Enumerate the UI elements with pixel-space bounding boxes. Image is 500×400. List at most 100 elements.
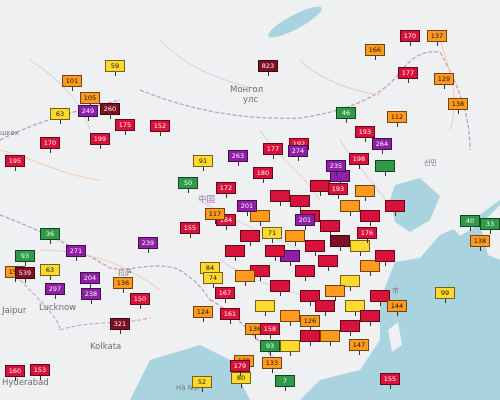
station-marker[interactable]: 36 bbox=[40, 228, 60, 244]
station-marker[interactable]: 264 bbox=[372, 138, 392, 154]
station-marker[interactable]: 46 bbox=[336, 107, 356, 123]
cluster-station-marker[interactable] bbox=[255, 300, 275, 316]
cluster-station-marker[interactable] bbox=[318, 255, 338, 271]
station-marker[interactable]: 195 bbox=[5, 155, 25, 171]
cluster-station-marker[interactable] bbox=[360, 310, 380, 326]
cluster-station-marker[interactable] bbox=[235, 270, 255, 286]
station-marker[interactable]: 7 bbox=[275, 375, 295, 391]
station-marker[interactable]: 179 bbox=[230, 360, 250, 376]
station-marker[interactable]: 238 bbox=[81, 288, 101, 304]
cluster-station-marker[interactable] bbox=[295, 265, 315, 281]
cluster-station-marker[interactable] bbox=[320, 330, 340, 346]
station-marker[interactable]: 144 bbox=[387, 300, 407, 316]
station-marker[interactable]: 167 bbox=[215, 287, 235, 303]
station-marker[interactable]: 129 bbox=[434, 73, 454, 89]
station-marker[interactable]: 177 bbox=[398, 67, 418, 83]
cluster-station-marker[interactable] bbox=[280, 340, 300, 356]
station-marker[interactable]: 153 bbox=[30, 364, 50, 380]
station-marker[interactable]: 63 bbox=[40, 264, 60, 280]
station-marker[interactable]: 155 bbox=[180, 222, 200, 238]
station-marker[interactable]: 138 bbox=[470, 235, 490, 251]
station-marker[interactable]: 112 bbox=[387, 111, 407, 127]
station-marker[interactable]: 147 bbox=[349, 339, 369, 355]
cluster-station-marker[interactable] bbox=[325, 285, 345, 301]
cluster-station-marker[interactable] bbox=[300, 290, 320, 306]
station-marker[interactable]: 170 bbox=[40, 137, 60, 153]
cluster-station-marker[interactable] bbox=[375, 250, 395, 266]
station-marker[interactable]: 40 bbox=[460, 215, 480, 231]
station-marker[interactable]: 63 bbox=[50, 108, 70, 124]
station-marker[interactable]: 823 bbox=[258, 60, 278, 76]
station-marker[interactable]: 99 bbox=[435, 287, 455, 303]
station-marker[interactable]: 161 bbox=[220, 308, 240, 324]
station-marker[interactable]: 158 bbox=[260, 323, 280, 339]
station-marker[interactable]: 136 bbox=[113, 277, 133, 293]
station-marker[interactable]: 199 bbox=[90, 133, 110, 149]
station-marker[interactable]: 150 bbox=[130, 293, 150, 309]
station-marker[interactable]: 193 bbox=[328, 183, 348, 199]
cluster-station-marker[interactable] bbox=[360, 210, 380, 226]
cluster-station-marker[interactable] bbox=[305, 240, 325, 256]
station-marker[interactable]: 126 bbox=[300, 315, 320, 331]
cluster-station-marker[interactable] bbox=[300, 330, 320, 346]
station-marker[interactable]: 201 bbox=[295, 214, 315, 230]
cluster-station-marker[interactable] bbox=[320, 220, 340, 236]
cluster-station-marker[interactable] bbox=[280, 310, 300, 326]
cluster-station-marker[interactable] bbox=[240, 230, 260, 246]
station-marker[interactable]: 193 bbox=[355, 126, 375, 142]
cluster-station-marker[interactable] bbox=[340, 275, 360, 291]
station-marker[interactable]: 105 bbox=[80, 92, 100, 108]
station-marker[interactable]: 124 bbox=[193, 306, 213, 322]
station-marker[interactable]: 93 bbox=[15, 250, 35, 266]
station-marker[interactable]: 50 bbox=[178, 177, 198, 193]
cluster-station-marker[interactable] bbox=[355, 185, 375, 201]
station-marker[interactable]: 93 bbox=[260, 340, 280, 356]
cluster-station-marker[interactable] bbox=[285, 230, 305, 246]
station-marker[interactable]: 160 bbox=[5, 365, 25, 381]
cluster-station-marker[interactable] bbox=[270, 280, 290, 296]
station-marker[interactable]: 133 bbox=[262, 357, 282, 373]
station-marker[interactable]: 239 bbox=[138, 237, 158, 253]
station-marker[interactable]: 180 bbox=[253, 167, 273, 183]
cluster-station-marker[interactable] bbox=[310, 180, 330, 196]
cluster-station-marker[interactable] bbox=[265, 245, 285, 261]
station-marker[interactable]: 198 bbox=[349, 153, 369, 169]
station-marker[interactable]: 274 bbox=[288, 145, 308, 161]
cluster-station-marker[interactable] bbox=[350, 240, 370, 256]
station-marker[interactable]: 155 bbox=[380, 373, 400, 389]
station-marker[interactable]: 71 bbox=[262, 227, 282, 243]
cluster-station-marker[interactable] bbox=[370, 290, 390, 306]
station-marker[interactable]: 204 bbox=[80, 272, 100, 288]
station-marker[interactable]: 170 bbox=[400, 30, 420, 46]
station-marker[interactable]: 177 bbox=[263, 143, 283, 159]
station-marker[interactable]: 321 bbox=[110, 318, 130, 334]
station-marker[interactable]: 297 bbox=[45, 283, 65, 299]
station-marker[interactable]: 152 bbox=[150, 120, 170, 136]
cluster-station-marker[interactable] bbox=[385, 200, 405, 216]
station-marker[interactable]: 52 bbox=[192, 376, 212, 392]
station-marker[interactable]: 235 bbox=[326, 160, 346, 176]
station-marker[interactable]: 101 bbox=[62, 75, 82, 91]
station-marker[interactable]: 117 bbox=[205, 208, 225, 224]
station-marker[interactable]: 137 bbox=[427, 30, 447, 46]
station-marker[interactable]: 539 bbox=[15, 267, 35, 283]
cluster-station-marker[interactable] bbox=[330, 235, 350, 251]
station-marker[interactable]: 166 bbox=[365, 44, 385, 60]
station-marker[interactable]: 138 bbox=[448, 98, 468, 114]
station-marker[interactable]: 91 bbox=[193, 155, 213, 171]
station-marker[interactable]: 33 bbox=[480, 218, 500, 234]
cluster-station-marker[interactable] bbox=[225, 245, 245, 261]
cluster-station-marker[interactable] bbox=[270, 190, 290, 206]
station-marker[interactable]: 74 bbox=[203, 272, 223, 288]
cluster-station-marker[interactable] bbox=[290, 195, 310, 211]
cluster-station-marker[interactable] bbox=[340, 320, 360, 336]
station-marker[interactable]: 80 bbox=[231, 372, 251, 388]
cluster-station-marker[interactable] bbox=[315, 300, 335, 316]
station-marker[interactable]: 176 bbox=[357, 227, 377, 243]
cluster-station-marker[interactable] bbox=[345, 300, 365, 316]
cluster-station-marker[interactable] bbox=[340, 200, 360, 216]
station-marker[interactable]: 263 bbox=[228, 150, 248, 166]
cluster-station-marker[interactable] bbox=[375, 160, 395, 176]
station-marker[interactable]: 201 bbox=[237, 200, 257, 216]
